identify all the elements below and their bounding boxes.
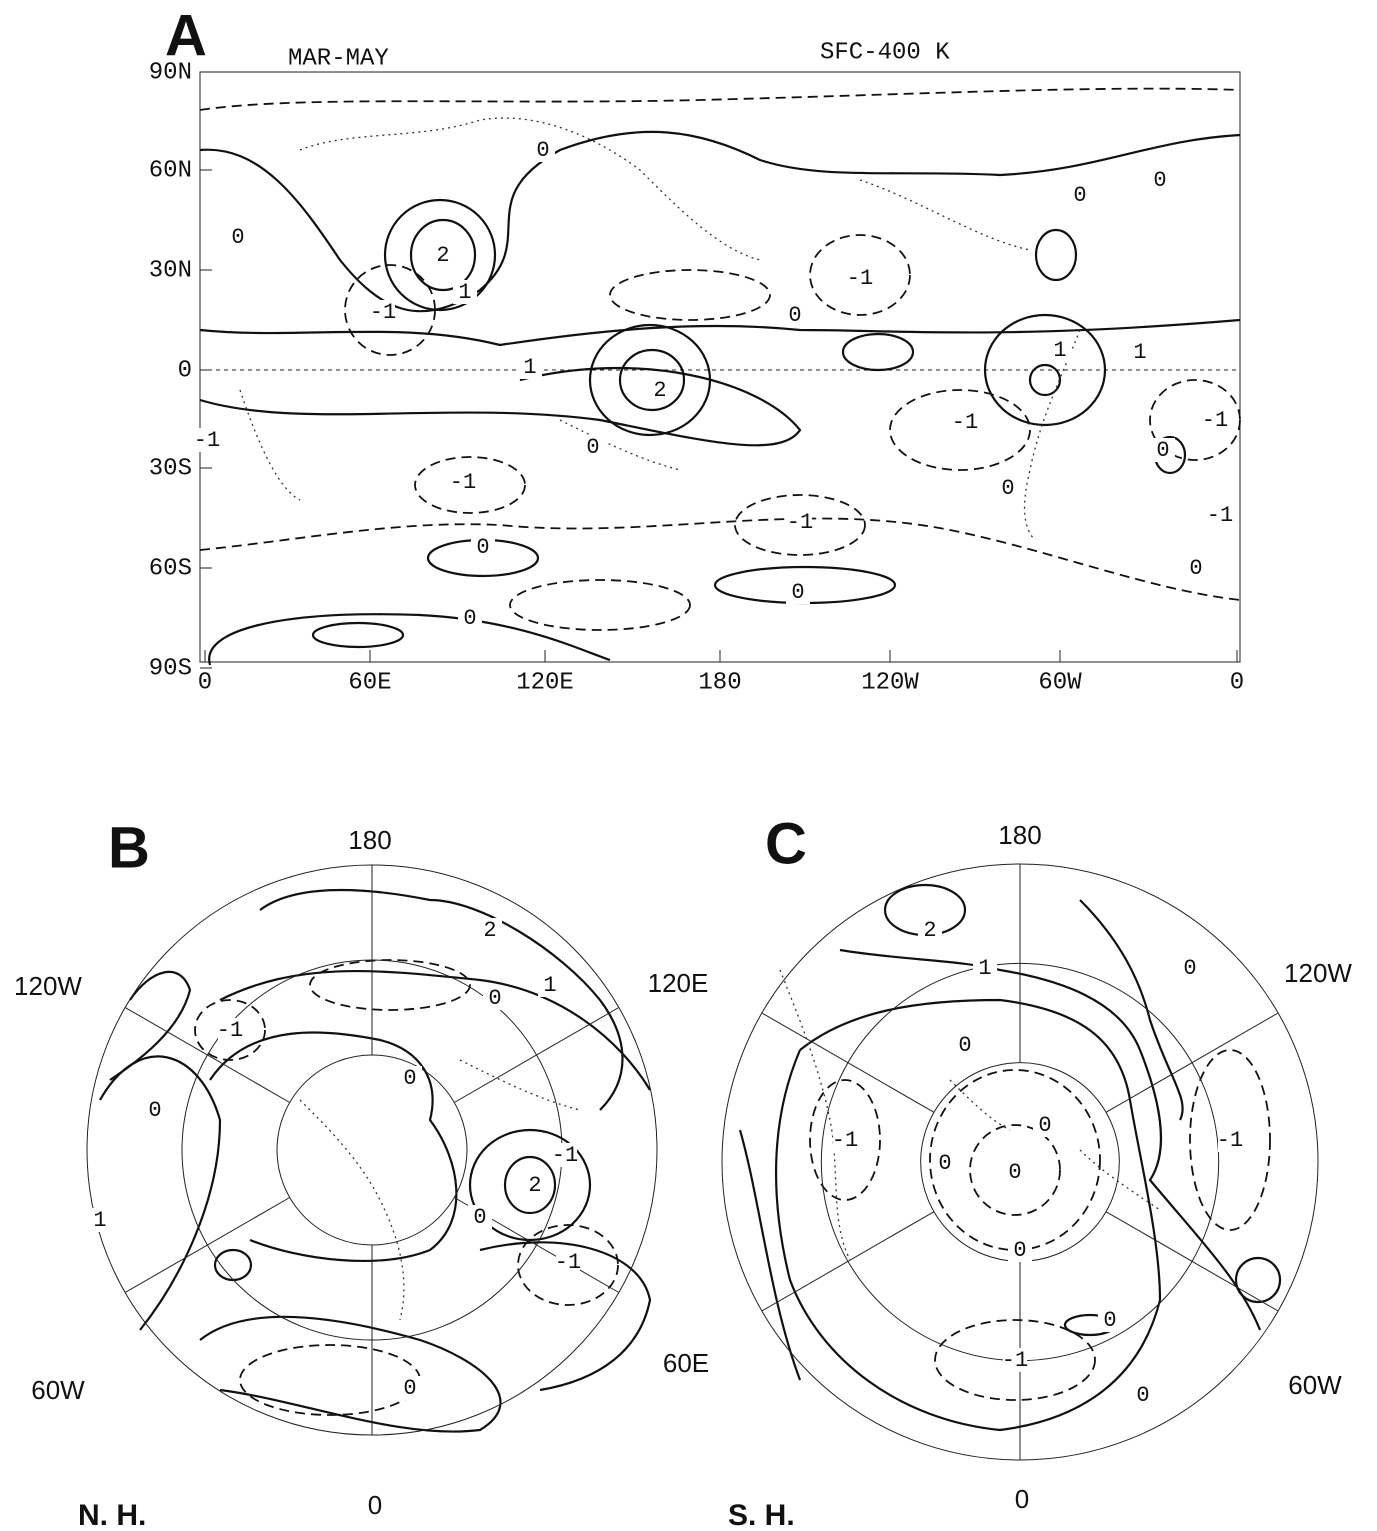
longitude-label: 120W [14,971,82,1001]
contour-label: -1 [952,410,978,435]
contour-label: -1 [450,470,476,495]
contour-label: 2 [653,378,666,403]
contour-label: 0 [403,1066,416,1091]
contour-label: 2 [483,918,496,943]
contour-label: 0 [1136,1383,1149,1408]
page: A MAR-MAY SFC-400 K B 180 120E 60E [0,0,1377,1531]
contour-label: 0 [231,225,244,250]
hemisphere-label: S. H. [728,1499,795,1531]
meridian [762,1212,934,1311]
contour-label: 2 [436,243,449,268]
contour-label: -1 [555,1250,581,1275]
contour-label: 0 [1013,1238,1026,1263]
contour-label: 2 [923,918,936,943]
y-tick-label: 60N [149,157,192,184]
contour-label: 0 [1001,476,1014,501]
contour-label: 1 [1053,338,1066,363]
latitude-circle [277,1055,467,1245]
contour-label: -1 [1002,1348,1028,1373]
figure: A MAR-MAY SFC-400 K B 180 120E 60E [0,0,1377,1531]
contour-label: 1 [978,956,991,981]
longitude-label: 120W [1284,958,1352,988]
contour-label: 0 [403,1376,416,1401]
y-tick-label: 90S [149,655,192,682]
contour-label: -1 [217,1018,243,1043]
contour-label: 0 [463,606,476,631]
x-tick-label: 60W [1038,669,1082,696]
contour-label: 0 [148,1098,161,1123]
x-tick-label: 60E [348,669,391,696]
longitude-label: 180 [348,825,391,855]
longitude-label: 0 [1015,1484,1029,1514]
y-tick-label: 60S [149,555,192,582]
panel-letter: B [108,815,150,880]
x-tick-label: 180 [698,669,741,696]
contour-label: 0 [1038,1113,1051,1138]
panel-letter: C [765,811,807,876]
contour-label: 0 [488,986,501,1011]
contour-label: 1 [523,355,536,380]
meridian [1106,1013,1278,1112]
contour-label: 0 [1008,1160,1021,1185]
x-tick-label: 0 [1230,669,1244,696]
contour-label: 0 [473,1205,486,1230]
longitude-label: 60W [1288,1370,1342,1400]
contour-label: 0 [791,580,804,605]
contour-label: 0 [1073,183,1086,208]
contour-label: -1 [1217,1128,1243,1153]
contour-label: -1 [832,1128,858,1153]
layer-label: SFC-400 K [820,39,950,66]
contour-label: 0 [1103,1308,1116,1333]
contour-label: 1 [543,973,556,998]
contour-label: 1 [1133,340,1146,365]
season-label: MAR-MAY [288,45,389,72]
longitude-label: 120E [648,968,709,998]
contour-label: 0 [938,1151,951,1176]
meridian [454,1008,619,1103]
contour-label: 0 [586,435,599,460]
contour-label: 1 [93,1208,106,1233]
contour-label: -1 [1202,408,1228,433]
contour-label: 0 [1153,168,1166,193]
contours-a [200,89,1240,665]
contour-label: -1 [787,510,813,535]
contour-label: 0 [476,535,489,560]
longitude-label: 0 [368,1490,382,1520]
longitude-label: 60W [31,1375,85,1405]
meridian [1106,1212,1278,1311]
longitude-label: 180 [998,820,1041,850]
contour-label: 0 [1189,556,1202,581]
contour-label: 0 [536,138,549,163]
hemisphere-label: N. H. [78,1499,146,1531]
contour-label: 0 [958,1033,971,1058]
contour-label: -1 [552,1143,578,1168]
y-tick-label: 0 [178,357,192,384]
x-tick-label: 120E [516,669,574,696]
contour-label: -1 [194,428,220,453]
contour-label: 2 [528,1173,541,1198]
contour-label: 1 [458,280,471,305]
y-tick-label: 90N [149,59,192,86]
contour-label: 0 [1183,956,1196,981]
x-tick-label: 0 [198,669,212,696]
contour-label: -1 [1207,503,1233,528]
contour-label: 0 [1156,438,1169,463]
contour-label: -1 [370,300,396,325]
map-frame [200,72,1240,662]
contour-label: 0 [788,303,801,328]
y-tick-label: 30S [149,455,192,482]
contour-label: -1 [847,266,873,291]
x-tick-label: 120W [861,669,919,696]
y-tick-label: 30N [149,257,192,284]
longitude-label: 60E [663,1348,709,1378]
meridian [762,1013,934,1112]
